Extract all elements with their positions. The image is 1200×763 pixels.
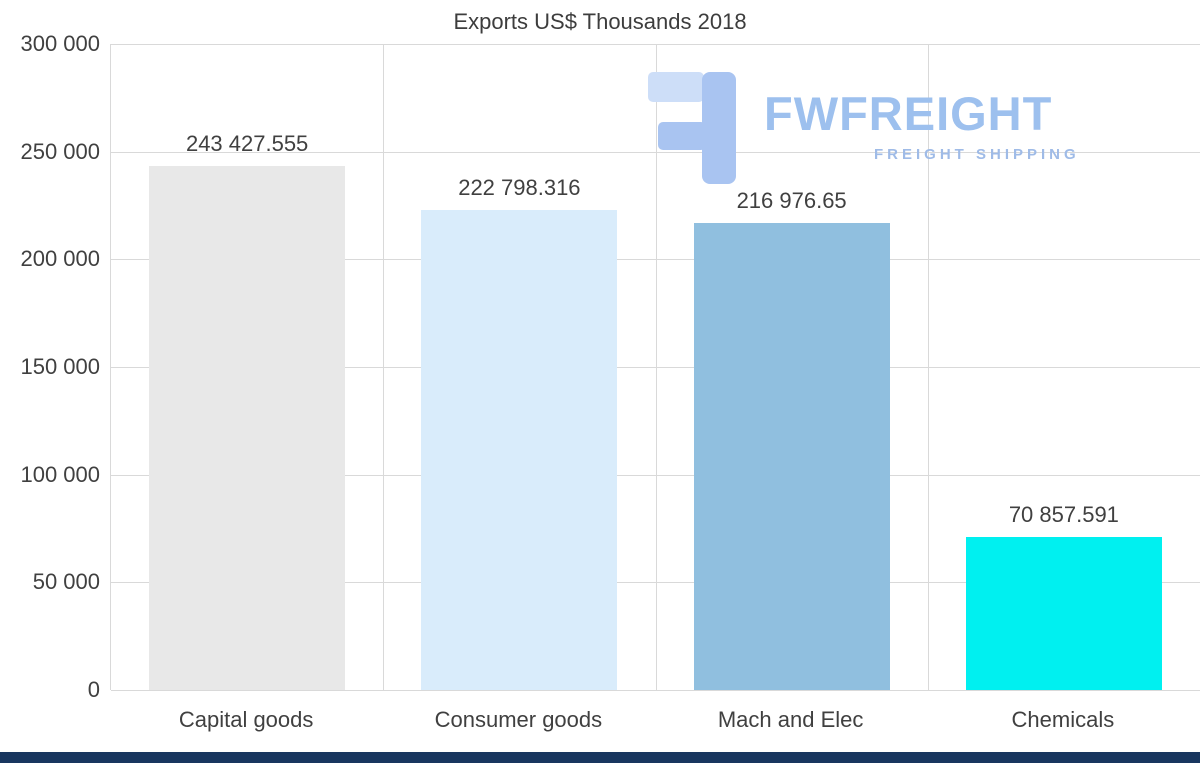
vertical-gridline <box>927 44 929 690</box>
x-axis-category-label: Chemicals <box>1011 707 1115 732</box>
chart-title: Exports US$ Thousands 2018 <box>453 9 747 34</box>
bar-consumer-goods <box>421 210 618 690</box>
y-axis-tick-label: 150 000 <box>20 354 100 379</box>
y-axis-tick-label: 0 <box>87 677 100 702</box>
y-axis-tick-label: 300 000 <box>20 31 100 56</box>
bar-slot: 216 976.65 <box>656 188 928 690</box>
x-axis-category-label: Mach and Elec <box>717 707 864 732</box>
brand-watermark: FWFREIGHT FREIGHT SHIPPING <box>648 66 1080 190</box>
footer-strip <box>0 752 1200 763</box>
y-axis-tick-label: 250 000 <box>20 138 100 164</box>
plot-area: 243 427.555 222 798.316 216 976.65 70 857.5… <box>110 44 1200 691</box>
bar-value-label: 70 857.591 <box>1008 502 1119 527</box>
fwfreight-logo-icon <box>648 72 736 184</box>
y-axis-tick-label: 200 000 <box>20 246 100 272</box>
brand-tagline: FREIGHT SHIPPING <box>874 146 1080 163</box>
y-axis-tick-label: 50 000 <box>32 569 100 595</box>
y-axis: 300 000 250 000 200 000 150 000 100 000 50 00… <box>0 31 100 702</box>
horizontal-gridline <box>111 690 1200 691</box>
bar-chemicals <box>965 537 1162 690</box>
bar-slot: 243 427.555 <box>111 131 383 690</box>
vertical-gridline <box>655 44 657 690</box>
bar-value-label: 216 976.65 <box>736 188 847 213</box>
bar-mach-and-elec <box>693 223 890 690</box>
x-axis-category-label: Capital goods <box>178 707 314 732</box>
brand-name: FWFREIGHT <box>764 87 1053 140</box>
y-axis-tick-label: 100 000 <box>20 461 100 487</box>
brand-text-block: FWFREIGHT FREIGHT SHIPPING <box>764 90 1080 163</box>
bar-slot: 222 798.316 <box>383 175 655 690</box>
bar-capital-goods <box>149 166 346 690</box>
bar-slot: 70 857.591 <box>928 502 1200 690</box>
vertical-gridline <box>383 44 385 690</box>
x-axis-category-label: Consumer goods <box>434 707 603 732</box>
bar-value-label: 243 427.555 <box>185 131 309 156</box>
bar-value-label: 222 798.316 <box>458 175 581 200</box>
x-axis: Capital goods Consumer goods Mach and Elec… <box>110 690 1199 742</box>
